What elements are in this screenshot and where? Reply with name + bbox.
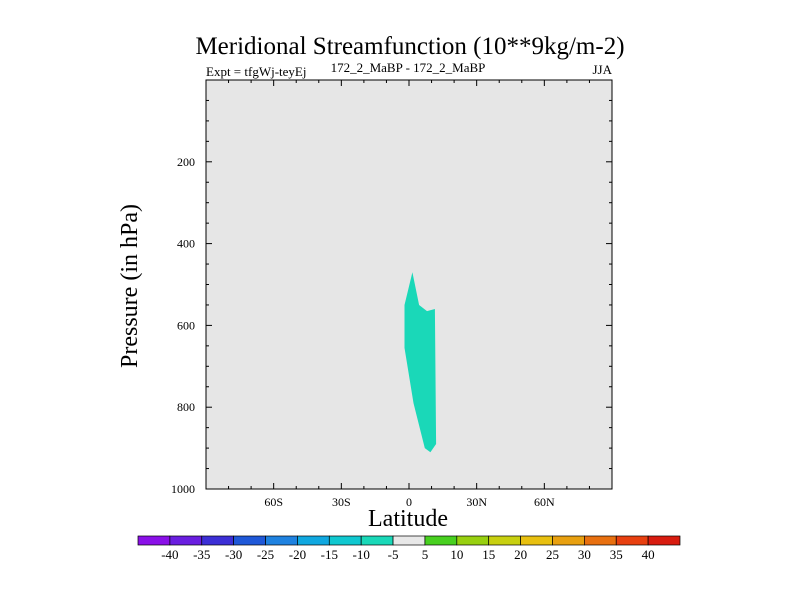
plot-area [206,80,612,489]
colorbar-label: 10 [450,547,463,562]
colorbar-swatch [457,536,489,545]
x-tick-label: 60N [534,495,555,509]
colorbar-label: 40 [642,547,655,562]
colorbar-swatch [329,536,361,545]
colorbar-swatch [521,536,553,545]
colorbar-swatch [552,536,584,545]
colorbar-label: -25 [257,547,274,562]
colorbar-label: -15 [321,547,338,562]
colorbar-swatch [489,536,521,545]
streamfunction-chart: Meridional Streamfunction (10**9kg/m-2) … [0,0,800,600]
colorbar-swatch [425,536,457,545]
colorbar-label: 25 [546,547,559,562]
season-label: JJA [592,62,612,77]
y-tick-label: 1000 [171,482,195,496]
y-axis-label: Pressure (in hPa) [117,204,143,368]
y-tick-label: 200 [177,155,195,169]
colorbar-label: -10 [353,547,370,562]
colorbar-label: 5 [422,547,429,562]
chart-title: Meridional Streamfunction (10**9kg/m-2) [195,33,624,60]
colorbar-label: -20 [289,547,306,562]
comparison-label: 172_2_MaBP - 172_2_MaBP [331,60,486,75]
colorbar-swatch [202,536,234,545]
colorbar-label: 30 [578,547,591,562]
colorbar-swatch [297,536,329,545]
colorbar-swatch [648,536,680,545]
colorbar-label: 20 [514,547,527,562]
y-tick-label: 600 [177,318,195,332]
colorbar-swatch [393,536,425,545]
colorbar-swatch [234,536,266,545]
colorbar-swatch [616,536,648,545]
y-tick-label: 400 [177,237,195,251]
colorbar-swatch [266,536,298,545]
colorbar: -40 -35 -30 -25 -20 -15 -10 -5 5 10 15 20 25 30 35 40 [138,536,680,562]
colorbar-swatch [138,536,170,545]
y-tick-label: 800 [177,400,195,414]
x-tick-label: 30N [466,495,487,509]
x-tick-label: 30S [332,495,351,509]
x-tick-label: 60S [264,495,283,509]
x-axis-label: Latitude [368,506,448,532]
colorbar-label: -5 [388,547,399,562]
experiment-label: Expt = tfgWj-teyEj [206,64,306,79]
colorbar-label: -30 [225,547,242,562]
colorbar-label: 15 [482,547,495,562]
colorbar-swatch [361,536,393,545]
colorbar-swatch [170,536,202,545]
colorbar-label: -35 [193,547,210,562]
colorbar-label: -40 [161,547,178,562]
colorbar-label: 35 [610,547,623,562]
colorbar-swatch [584,536,616,545]
